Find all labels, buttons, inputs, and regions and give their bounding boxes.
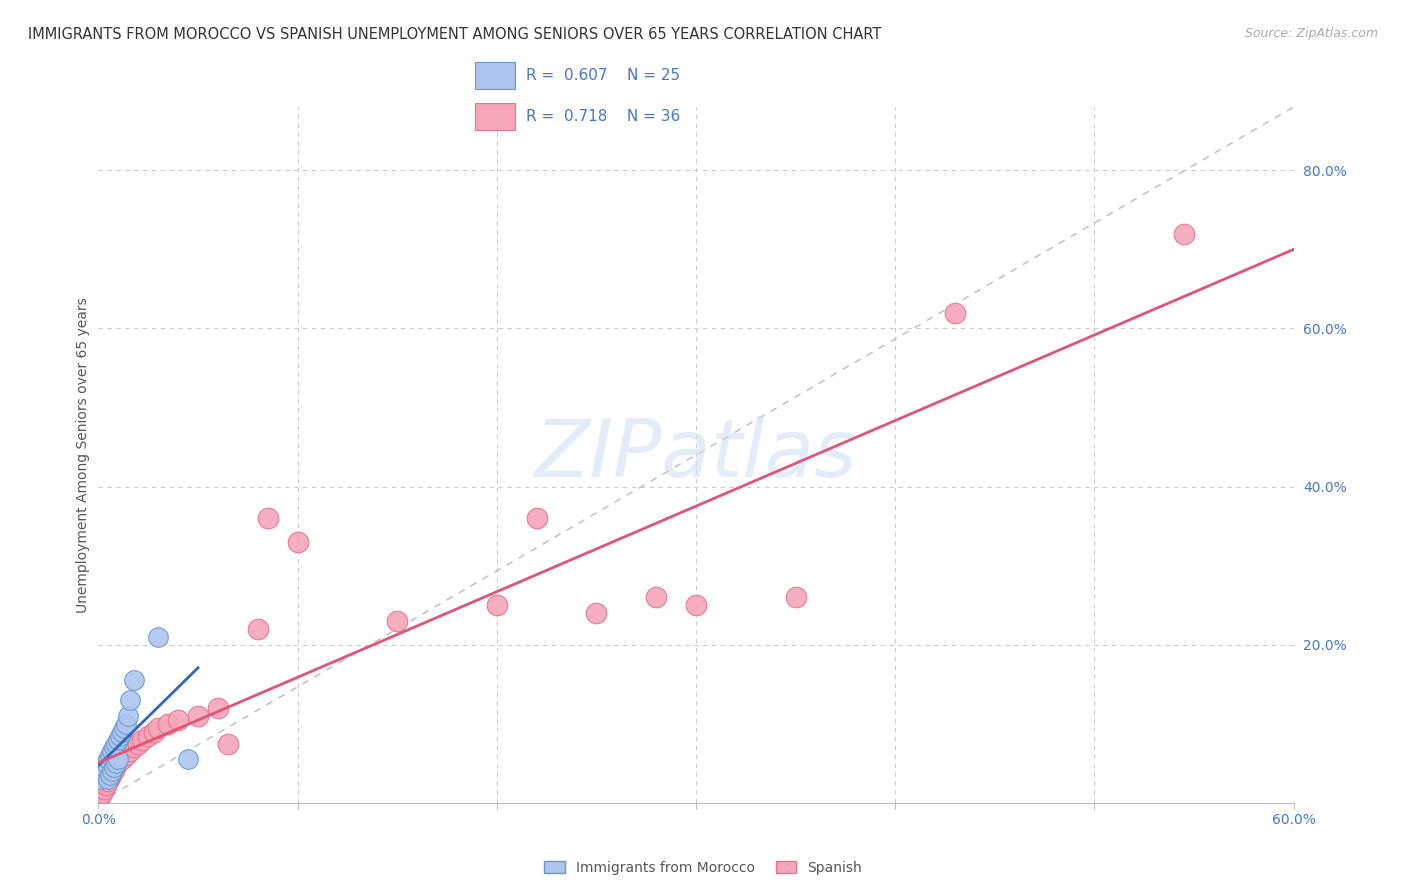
Bar: [475, 103, 515, 130]
Point: [91, 786, 114, 800]
Point: [111, 724, 134, 739]
Point: [101, 744, 124, 758]
Point: [93, 760, 115, 774]
Point: [96, 756, 118, 771]
Text: R =  0.718    N = 36: R = 0.718 N = 36: [526, 109, 681, 124]
Point: [93, 781, 115, 796]
Text: R =  0.607    N = 25: R = 0.607 N = 25: [526, 68, 681, 83]
Point: [385, 614, 409, 628]
Point: [124, 740, 146, 755]
Point: [148, 721, 170, 735]
Legend: Immigrants from Morocco, Spanish: Immigrants from Morocco, Spanish: [538, 855, 868, 880]
Point: [110, 729, 132, 743]
Point: [105, 756, 128, 771]
Point: [485, 598, 508, 612]
Point: [207, 701, 229, 715]
Point: [526, 511, 548, 525]
Point: [127, 737, 149, 751]
Point: [187, 708, 209, 723]
Point: [91, 764, 114, 779]
Point: [105, 737, 128, 751]
Point: [105, 757, 128, 772]
Point: [217, 737, 239, 751]
Point: [131, 732, 153, 747]
Point: [101, 765, 124, 780]
Point: [97, 752, 120, 766]
Point: [89, 789, 111, 804]
Point: [785, 591, 807, 605]
Point: [120, 744, 142, 758]
Point: [89, 772, 111, 786]
Point: [143, 724, 166, 739]
Point: [117, 708, 139, 723]
Point: [120, 693, 142, 707]
Point: [124, 673, 146, 688]
Point: [103, 740, 125, 755]
Point: [97, 772, 120, 786]
Point: [685, 598, 707, 612]
Point: [98, 771, 122, 785]
Point: [103, 763, 125, 777]
Bar: [475, 62, 515, 89]
Y-axis label: Unemployment Among Seniors over 65 years: Unemployment Among Seniors over 65 years: [76, 297, 90, 613]
Point: [115, 748, 138, 763]
Text: Source: ZipAtlas.com: Source: ZipAtlas.com: [1244, 27, 1378, 40]
Point: [107, 752, 129, 766]
Point: [101, 764, 124, 779]
Point: [107, 732, 129, 747]
Point: [107, 755, 129, 769]
Point: [136, 729, 159, 743]
Text: ZIPatlas: ZIPatlas: [534, 416, 858, 494]
Point: [97, 773, 120, 788]
Point: [103, 760, 125, 774]
Point: [177, 752, 200, 766]
Point: [112, 721, 135, 735]
Point: [115, 716, 138, 731]
Point: [96, 778, 118, 792]
Point: [157, 716, 180, 731]
Point: [943, 305, 966, 319]
Point: [246, 622, 269, 636]
Point: [98, 748, 122, 763]
Point: [585, 606, 607, 620]
Point: [148, 630, 170, 644]
Point: [98, 768, 122, 782]
Point: [256, 511, 278, 525]
Point: [111, 752, 134, 766]
Point: [645, 591, 668, 605]
Point: [287, 534, 309, 549]
Point: [1173, 227, 1195, 241]
Point: [167, 713, 190, 727]
Text: IMMIGRANTS FROM MOROCCO VS SPANISH UNEMPLOYMENT AMONG SENIORS OVER 65 YEARS CORR: IMMIGRANTS FROM MOROCCO VS SPANISH UNEMP…: [28, 27, 882, 42]
